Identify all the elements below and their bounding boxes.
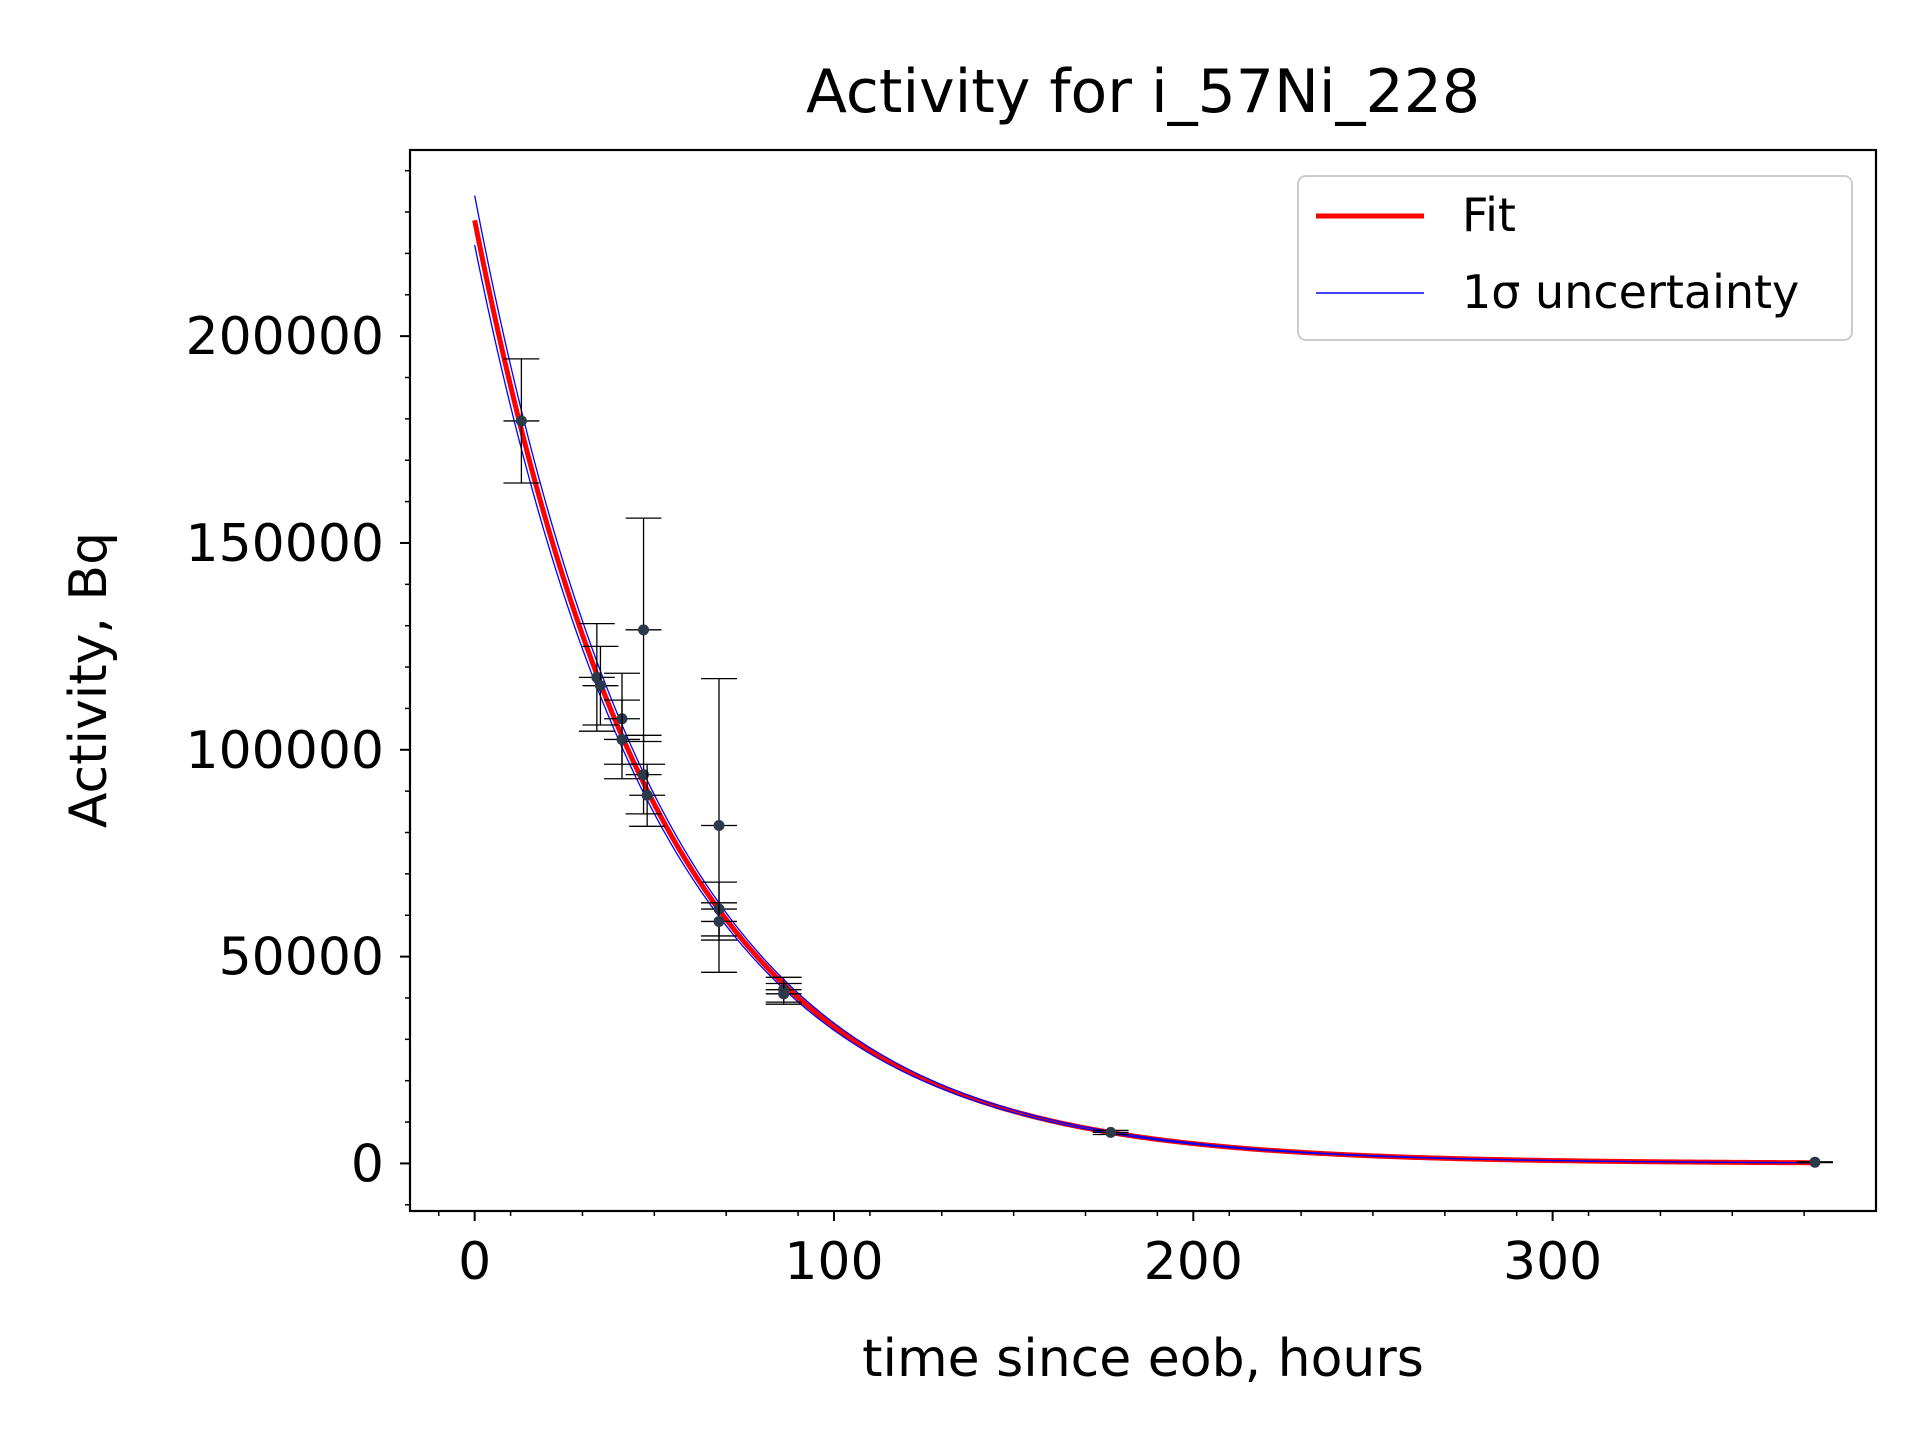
- legend-uncertainty-label: 1σ uncertainty: [1462, 265, 1799, 319]
- x-tick-label: 0: [458, 1232, 491, 1292]
- data-point: [713, 819, 725, 831]
- data-point: [1105, 1126, 1117, 1138]
- uncertainty-lower-curve: [474, 245, 1815, 1164]
- y-axis-label: Activity, Bq: [59, 532, 119, 828]
- y-tick-label: 200000: [185, 307, 384, 367]
- data-point: [591, 671, 603, 683]
- legend-box: [1297, 175, 1853, 341]
- data-point: [638, 624, 650, 636]
- chart-title: Activity for i_57Ni_228: [806, 57, 1480, 127]
- data-point: [713, 915, 725, 927]
- data-point: [515, 415, 527, 427]
- data-point: [638, 769, 650, 781]
- y-tick-label: 0: [351, 1134, 384, 1194]
- y-tick-label: 150000: [185, 514, 384, 574]
- x-tick-label: 100: [784, 1232, 883, 1292]
- data-point: [641, 789, 653, 801]
- fit-curve: [472, 219, 1815, 1166]
- x-axis-ticks: 0 100 200 300: [437, 1211, 1805, 1292]
- data-point: [778, 988, 790, 1000]
- x-tick-label: 200: [1144, 1232, 1243, 1292]
- data-point: [1809, 1156, 1821, 1168]
- axes-frame: [408, 148, 1878, 1213]
- y-tick-label: 100000: [185, 721, 384, 781]
- plot-area: [472, 195, 1833, 1168]
- legend-fit-label: Fit: [1462, 188, 1516, 242]
- data-point: [616, 733, 628, 745]
- y-axis-ticks: 0 50000 100000 150000 200000: [185, 169, 410, 1206]
- x-tick-label: 300: [1503, 1232, 1602, 1292]
- legend: Fit 1σ uncertainty: [1297, 175, 1853, 341]
- data-point: [594, 680, 606, 692]
- x-axis-label: time since eob, hours: [862, 1329, 1424, 1389]
- y-tick-label: 50000: [219, 928, 384, 988]
